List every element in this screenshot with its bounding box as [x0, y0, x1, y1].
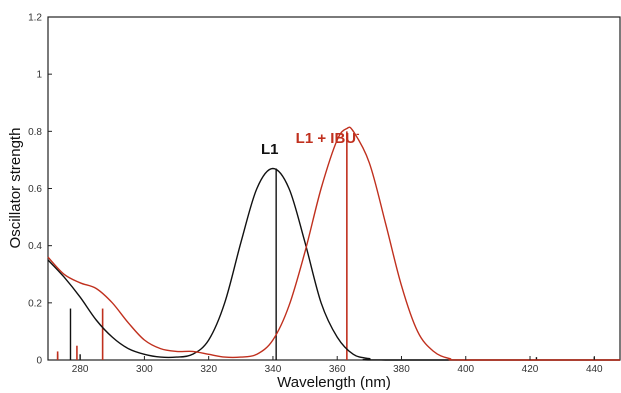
- y-tick-label: 0: [36, 356, 42, 367]
- x-tick-label: 340: [265, 364, 282, 375]
- plot-frame: [47, 16, 621, 361]
- x-tick-label: 280: [72, 364, 89, 375]
- y-axis-label: Oscillator strength: [7, 128, 24, 249]
- x-tick-label: 420: [522, 364, 539, 375]
- x-tick-label: 360: [329, 364, 346, 375]
- x-tick-label: 380: [393, 364, 410, 375]
- x-tick-label: 300: [136, 364, 153, 375]
- y-tick-label: 1.2: [28, 13, 42, 24]
- y-tick-label: 0.4: [28, 241, 42, 252]
- spectrum-curve: [47, 126, 620, 361]
- x-tick-label: 400: [457, 364, 474, 375]
- annotation-layer: L1 L1 + IBU-: [261, 129, 359, 158]
- y-tick-label: 1: [36, 70, 42, 81]
- x-tick-label: 440: [586, 364, 603, 375]
- series-annotation-label: L1: [261, 141, 279, 158]
- spectrum-curve: [47, 167, 620, 361]
- y-tick-label: 0.8: [28, 127, 42, 138]
- x-tick-label: 320: [200, 364, 217, 375]
- x-axis-label: Wavelength (nm): [277, 374, 391, 391]
- y-tick-label: 0.6: [28, 184, 42, 195]
- curve-layer: [47, 126, 620, 361]
- tick-layer: 280 300 320 340 360 380 400 420 440 0 0.2 0.4 0.6 0.8…: [28, 13, 603, 376]
- y-tick-label: 0.2: [28, 298, 42, 309]
- stick-spectrum-layer: [56, 131, 595, 360]
- series-annotation-label: L1 + IBU-: [296, 129, 360, 147]
